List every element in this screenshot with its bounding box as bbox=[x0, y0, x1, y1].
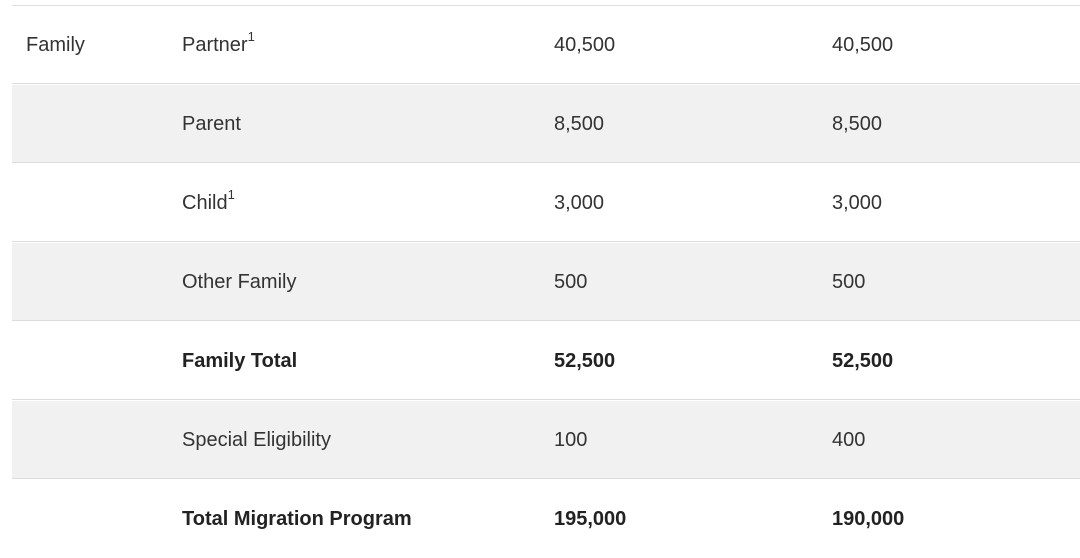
value-cell-col1: 52,500 bbox=[554, 350, 616, 372]
value-cell-col2: 500 bbox=[832, 271, 866, 293]
value-cell-col2: 8,500 bbox=[832, 113, 883, 135]
type-label: Partner bbox=[182, 34, 248, 56]
table-row-special-eligibility: Special Eligibility 100 400 bbox=[12, 401, 1080, 479]
value-cell-col2: 190,000 bbox=[832, 508, 905, 530]
footnote-marker: 1 bbox=[247, 29, 255, 45]
footnote-marker: 1 bbox=[227, 187, 235, 203]
type-cell: Special Eligibility bbox=[182, 401, 331, 479]
value-cell-col1: 40,500 bbox=[554, 34, 616, 56]
table-top-border bbox=[12, 5, 1080, 6]
value-cell-col1: 500 bbox=[554, 271, 588, 293]
type-cell: Child1 bbox=[182, 164, 235, 242]
type-label: Other Family bbox=[182, 271, 297, 293]
value-cell-col2: 400 bbox=[832, 429, 866, 451]
value-cell-col1: 195,000 bbox=[554, 508, 627, 530]
table-row-partner: Family Partner1 40,500 40,500 bbox=[12, 6, 1080, 84]
type-label: Parent bbox=[182, 113, 241, 135]
value-cell-col1: 100 bbox=[554, 429, 588, 451]
category-cell: Family bbox=[26, 34, 85, 56]
type-cell: Total Migration Program bbox=[182, 480, 412, 558]
value-cell-col2: 52,500 bbox=[832, 350, 894, 372]
value-cell-col2: 3,000 bbox=[832, 192, 883, 214]
type-cell: Parent bbox=[182, 85, 241, 163]
type-cell: Other Family bbox=[182, 243, 296, 321]
table-row-child: Child1 3,000 3,000 bbox=[12, 164, 1080, 242]
table-row-total-migration-program: Total Migration Program 195,000 190,000 bbox=[12, 480, 1080, 558]
table-row-family-total: Family Total 52,500 52,500 bbox=[12, 322, 1080, 400]
value-cell-col1: 3,000 bbox=[554, 192, 605, 214]
value-cell-col1: 8,500 bbox=[554, 113, 605, 135]
value-cell-col2: 40,500 bbox=[832, 34, 894, 56]
table-row-parent: Parent 8,500 8,500 bbox=[12, 85, 1080, 163]
type-label: Total Migration Program bbox=[182, 508, 412, 530]
type-label: Special Eligibility bbox=[182, 429, 331, 451]
type-label: Child bbox=[182, 192, 228, 214]
type-cell: Family Total bbox=[182, 322, 297, 400]
type-cell: Partner1 bbox=[182, 6, 255, 84]
table-row-other-family: Other Family 500 500 bbox=[12, 243, 1080, 321]
type-label: Family Total bbox=[182, 350, 298, 372]
